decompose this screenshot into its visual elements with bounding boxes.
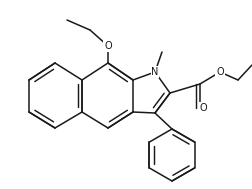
Text: O: O bbox=[199, 103, 207, 113]
Text: N: N bbox=[151, 67, 159, 77]
Text: O: O bbox=[216, 67, 224, 77]
Text: O: O bbox=[104, 41, 112, 51]
